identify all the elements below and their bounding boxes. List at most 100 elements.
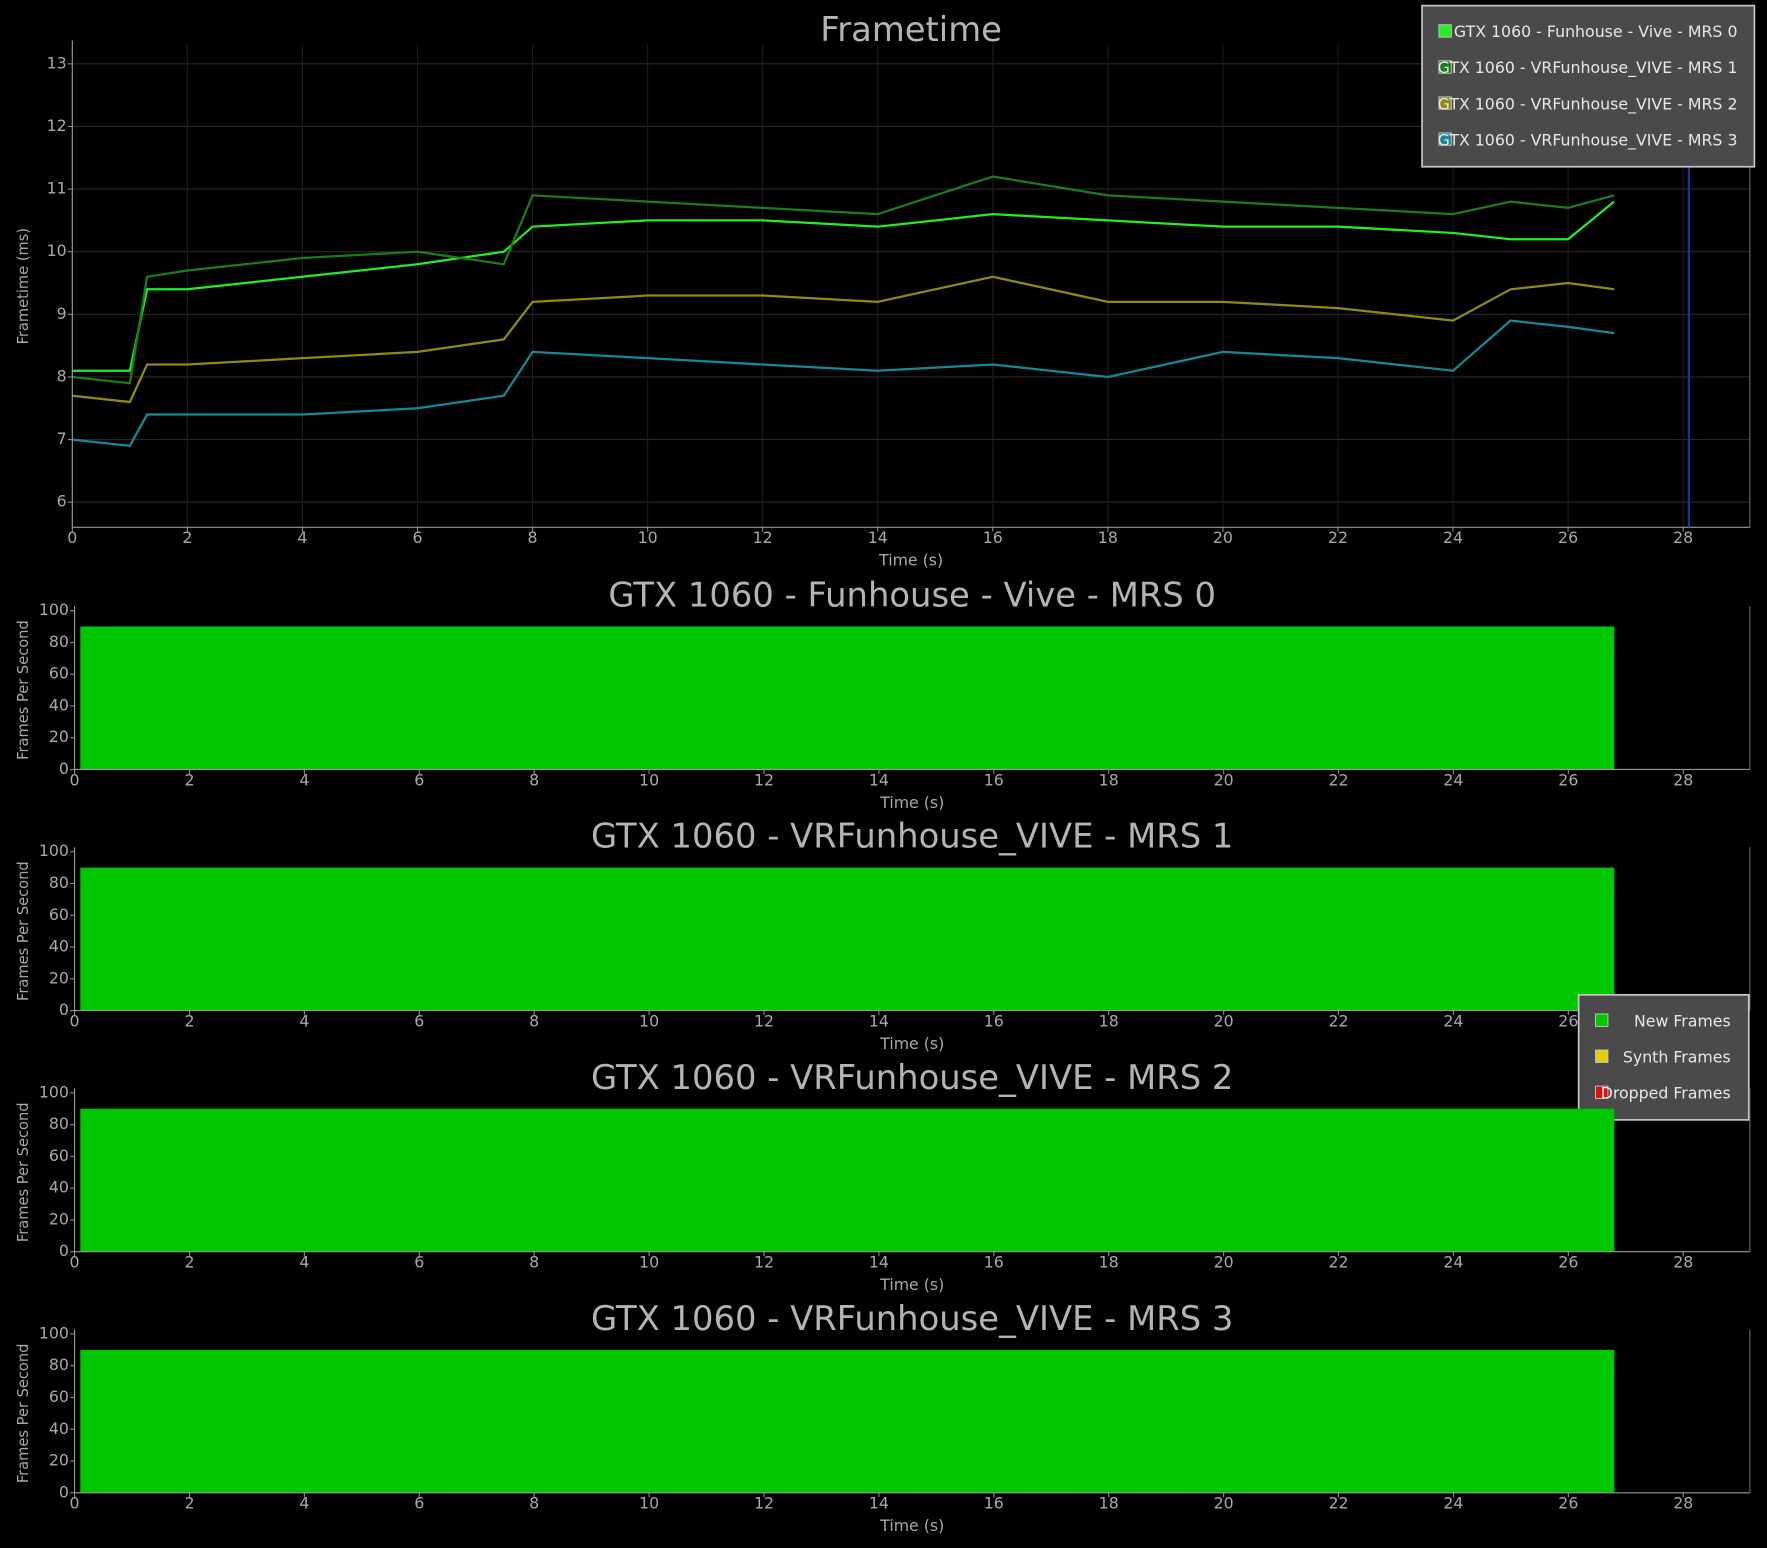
x-tick-label: 18	[1099, 770, 1119, 789]
y-tick-label: 80	[49, 1114, 69, 1133]
y-axis-label: Frames Per Second	[15, 861, 32, 1001]
series-area	[80, 867, 1615, 1011]
x-tick-label: 20	[1213, 528, 1233, 547]
y-tick-label: 80	[49, 632, 69, 651]
x-tick-label: 20	[1214, 1252, 1234, 1271]
x-tick-label: 4	[297, 528, 307, 547]
legend-swatch	[1438, 96, 1452, 110]
y-tick-label: 40	[49, 937, 69, 956]
x-tick-label: 0	[70, 1011, 80, 1030]
x-tick-label: 6	[414, 1252, 424, 1271]
x-tick-label: 6	[414, 1494, 424, 1513]
x-tick-label: 10	[639, 770, 659, 789]
x-tick-label: 6	[414, 770, 424, 789]
x-tick-label: 10	[638, 528, 658, 547]
x-tick-label: 16	[983, 528, 1003, 547]
series-area	[80, 1108, 1615, 1252]
y-tick-label: 0	[59, 1000, 69, 1019]
x-tick-label: 22	[1328, 1252, 1348, 1271]
x-tick-label: 24	[1443, 1011, 1463, 1030]
y-axis-label: Frametime (ms)	[15, 228, 32, 345]
y-tick-label: 40	[49, 1419, 69, 1438]
x-tick-label: 18	[1099, 1252, 1119, 1271]
x-tick-label: 24	[1443, 528, 1463, 547]
y-tick-label: 0	[59, 759, 69, 778]
x-tick-label: 8	[528, 528, 538, 547]
y-tick-label: 0	[59, 1482, 69, 1501]
x-tick-label: 8	[529, 1494, 539, 1513]
x-tick-label: 12	[754, 1494, 774, 1513]
x-tick-label: 12	[754, 770, 774, 789]
chart-title: GTX 1060 - VRFunhouse_VIVE - MRS 3	[591, 1299, 1233, 1338]
x-tick-label: 4	[299, 1494, 309, 1513]
x-tick-label: 16	[984, 1252, 1004, 1271]
x-tick-label: 14	[869, 1494, 889, 1513]
legend-swatch	[1438, 24, 1452, 38]
x-tick-label: 2	[182, 528, 192, 547]
legend-label: GTX 1060 - VRFunhouse_VIVE - MRS 1	[1438, 58, 1738, 78]
legend-swatch	[1595, 1085, 1609, 1099]
x-tick-label: 26	[1558, 1494, 1578, 1513]
y-tick-label: 11	[47, 179, 67, 198]
x-tick-label: 28	[1673, 528, 1693, 547]
x-tick-label: 22	[1328, 770, 1348, 789]
legend-box	[1421, 4, 1756, 168]
x-tick-label: 20	[1214, 1494, 1234, 1513]
x-tick-label: 0	[70, 1494, 80, 1513]
x-tick-label: 10	[639, 1494, 659, 1513]
y-tick-label: 9	[57, 304, 67, 323]
y-tick-label: 8	[57, 366, 67, 385]
x-tick-label: 20	[1214, 770, 1234, 789]
x-tick-label: 14	[869, 1011, 889, 1030]
y-axis-label: Frames Per Second	[15, 1102, 32, 1242]
y-tick-label: 20	[49, 1451, 69, 1470]
y-tick-label: 13	[47, 53, 67, 72]
y-tick-label: 60	[49, 1146, 69, 1165]
x-tick-label: 24	[1443, 1252, 1463, 1271]
x-tick-label: 26	[1558, 1252, 1578, 1271]
series-line	[72, 319, 1615, 448]
x-tick-label: 4	[299, 1252, 309, 1271]
x-tick-label: 18	[1098, 528, 1118, 547]
legend-label: GTX 1060 - VRFunhouse_VIVE - MRS 3	[1438, 130, 1738, 150]
x-tick-label: 14	[869, 770, 889, 789]
legend-label: Synth Frames	[1623, 1047, 1731, 1066]
x-tick-label: 0	[70, 770, 80, 789]
series-line	[72, 275, 1615, 404]
y-tick-label: 20	[49, 727, 69, 746]
y-tick-label: 12	[47, 116, 67, 135]
x-tick-label: 24	[1443, 1494, 1463, 1513]
series-area	[80, 626, 1615, 770]
x-tick-label: 12	[754, 1252, 774, 1271]
x-tick-label: 6	[412, 528, 422, 547]
y-tick-label: 100	[39, 1082, 69, 1101]
legend-swatch	[1595, 1049, 1609, 1063]
x-tick-label: 12	[753, 528, 773, 547]
x-tick-label: 8	[529, 770, 539, 789]
series-line	[72, 175, 1615, 385]
x-tick-label: 2	[184, 1011, 194, 1030]
x-tick-label: 18	[1099, 1011, 1119, 1030]
x-tick-label: 28	[1673, 1494, 1693, 1513]
y-tick-label: 80	[49, 1355, 69, 1374]
x-tick-label: 16	[984, 1494, 1004, 1513]
x-tick-label: 22	[1328, 528, 1348, 547]
legend-label: GTX 1060 - Funhouse - Vive - MRS 0	[1454, 22, 1738, 41]
y-tick-label: 0	[59, 1241, 69, 1260]
y-tick-label: 10	[47, 241, 67, 260]
x-axis-label: Time (s)	[879, 1275, 944, 1294]
x-tick-label: 16	[984, 1011, 1004, 1030]
y-tick-label: 80	[49, 873, 69, 892]
y-tick-label: 40	[49, 695, 69, 714]
legend-label: GTX 1060 - VRFunhouse_VIVE - MRS 2	[1438, 94, 1738, 114]
y-tick-label: 20	[49, 968, 69, 987]
x-tick-label: 6	[414, 1011, 424, 1030]
x-tick-label: 24	[1443, 770, 1463, 789]
y-tick-label: 60	[49, 905, 69, 924]
x-axis-label: Time (s)	[879, 793, 944, 812]
x-tick-label: 14	[868, 528, 888, 547]
x-tick-label: 26	[1558, 528, 1578, 547]
x-tick-label: 2	[184, 1252, 194, 1271]
